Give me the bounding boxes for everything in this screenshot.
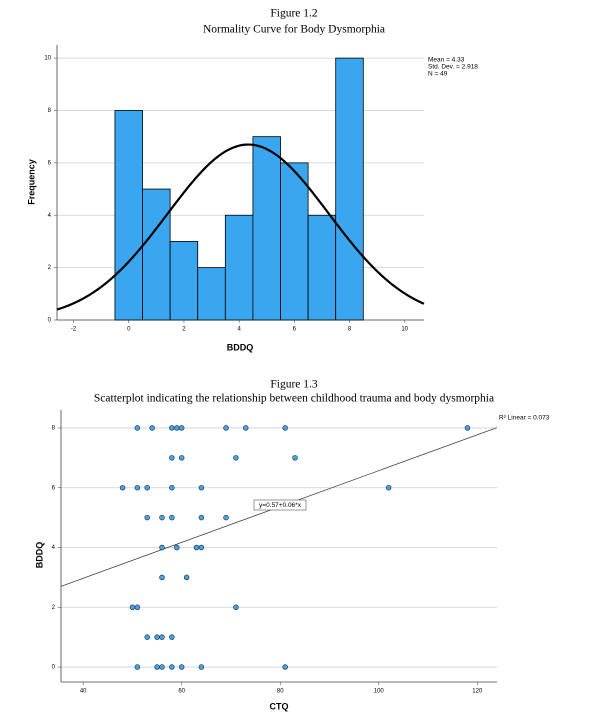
point (159, 664, 165, 670)
point (149, 425, 155, 431)
y-tick-label: 0 (48, 318, 52, 324)
point (144, 634, 150, 640)
y-tick-label: 6 (52, 485, 56, 491)
x-tick-label: 2 (182, 327, 186, 333)
point (144, 484, 150, 491)
point (292, 455, 298, 461)
point (193, 544, 200, 551)
y-tick-label: 2 (48, 265, 52, 271)
point (198, 664, 205, 670)
stats-label: N = 49 (428, 71, 448, 78)
y-tick-label: 4 (52, 545, 56, 551)
point (169, 484, 175, 491)
y-tick-label: 8 (48, 108, 52, 114)
stats-label: Std. Dev. = 2.918 (428, 64, 478, 71)
x-tick-label: 10 (401, 327, 408, 333)
x-tick-label: 120 (472, 689, 483, 695)
point (144, 514, 150, 521)
point (464, 425, 471, 431)
x-tick-label: 0 (127, 327, 131, 333)
r2-label: R² Linear = 0.073 (499, 415, 550, 422)
bar (142, 188, 171, 321)
point (169, 425, 175, 431)
point (178, 425, 185, 431)
point (159, 544, 165, 551)
bar (169, 241, 199, 321)
point (198, 514, 205, 521)
point (129, 604, 136, 611)
stats-label: Mean = 4.33 (428, 57, 465, 64)
point (223, 425, 229, 431)
y-tick-label: 4 (48, 213, 52, 219)
point (169, 514, 175, 521)
point (233, 455, 239, 461)
point (174, 544, 180, 551)
x-tick-label: 6 (293, 327, 297, 333)
x-tick-label: 100 (374, 689, 385, 695)
normal-curve (56, 143, 425, 311)
point (282, 425, 288, 431)
point (154, 664, 160, 670)
y-tick-label: 6 (48, 160, 52, 166)
point (282, 664, 288, 670)
point (178, 455, 185, 461)
bar (197, 267, 226, 321)
bar (252, 136, 281, 321)
bar (224, 214, 254, 321)
y-tick-label: 8 (52, 426, 56, 432)
point (134, 484, 141, 491)
x-tick-label: -2 (71, 327, 77, 333)
x-tick-label: 40 (80, 689, 87, 695)
x-axis-label: BDDQ (227, 342, 254, 352)
bar (335, 57, 364, 321)
point (134, 664, 141, 670)
x-axis-label: CTQ (270, 701, 289, 711)
y-axis-label: Frequency (26, 159, 36, 205)
figure-label: Figure 1.3 (270, 379, 318, 391)
x-tick-label: 80 (277, 689, 284, 695)
point (233, 604, 239, 611)
point (385, 484, 392, 491)
y-tick-label: 2 (52, 605, 56, 611)
point (169, 455, 175, 461)
y-tick-label: 10 (44, 56, 51, 62)
y-tick-label: 0 (52, 665, 56, 671)
point (134, 425, 141, 431)
point (242, 425, 249, 431)
chart-title: Normality Curve for Body Dysmorphia (203, 24, 385, 36)
x-tick-label: 4 (237, 327, 241, 333)
point (119, 484, 126, 491)
chart-title: Scatterplot indicating the relationship … (94, 393, 494, 405)
point (134, 604, 141, 611)
point (174, 425, 180, 431)
point (223, 514, 229, 521)
point (183, 574, 190, 581)
bar (280, 162, 309, 321)
bar (114, 110, 143, 321)
y-axis-label: BDDQ (34, 542, 44, 569)
point (159, 574, 165, 581)
point (169, 634, 175, 640)
equation-label: y=0.57+0.06*x (259, 502, 302, 509)
figure-label: Figure 1.2 (270, 8, 318, 20)
point (198, 484, 205, 491)
point (198, 544, 205, 551)
point (159, 514, 165, 521)
x-tick-label: 60 (178, 689, 185, 695)
equation-box (253, 499, 307, 511)
point (169, 664, 175, 670)
point (178, 664, 185, 670)
x-tick-label: 8 (348, 327, 352, 333)
bar (307, 214, 337, 321)
point (154, 634, 160, 640)
point (159, 634, 165, 640)
